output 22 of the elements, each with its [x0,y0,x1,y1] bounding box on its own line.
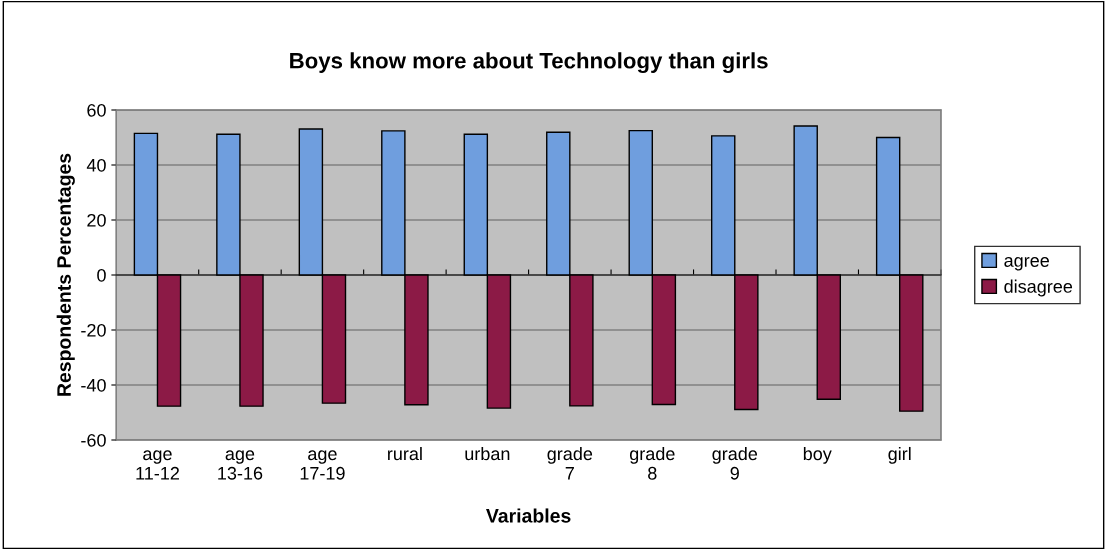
legend-label: agree [1004,257,1049,271]
x-tick-label: girl [888,446,911,464]
y-axis-title: Respondents Percentages [56,153,75,396]
y-tick-label: 40 [86,158,106,172]
x-tick-label: boy [803,446,832,464]
y-tick-label: 60 [87,103,106,117]
x-tick-label: urban [465,446,510,461]
y-tick-label: -20 [81,323,106,337]
x-tick-label: grade 9 [712,446,758,480]
y-tick-label: -40 [81,378,106,392]
x-tick-label: grade 8 [629,446,675,480]
legend-label: disagree [1004,279,1073,297]
x-tick-label: grade 7 [547,446,593,480]
x-tick-label: rural [388,446,422,461]
y-tick-label: 20 [87,213,106,227]
x-tick-label: age 13-16 [218,450,263,480]
chart-title: Boys know more about Technology than girls [290,52,768,74]
y-tick-label: 0 [97,268,106,282]
y-tick-label: -60 [81,433,106,447]
x-tick-label: age 11-12 [136,450,179,480]
x-tick-label: age 17-19 [300,450,345,480]
x-axis-title: Variables [486,508,571,523]
